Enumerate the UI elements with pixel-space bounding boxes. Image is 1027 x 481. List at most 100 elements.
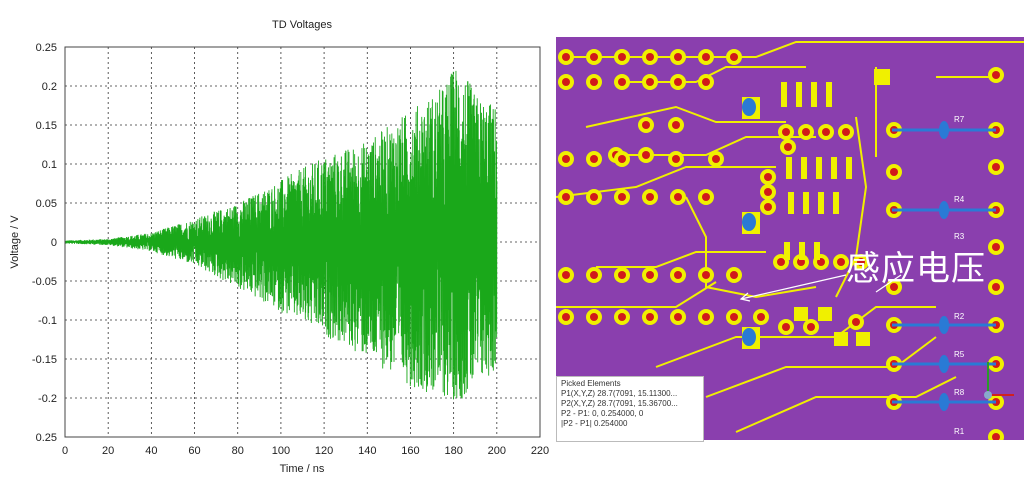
via-drill <box>672 121 680 129</box>
via-drill <box>702 271 710 279</box>
via-drill <box>842 128 850 136</box>
via-drill <box>590 53 598 61</box>
x-tick-label: 20 <box>102 445 114 457</box>
x-tick-label: 160 <box>401 445 419 457</box>
via-drill <box>618 193 626 201</box>
via-drill <box>646 193 654 201</box>
plot-frame <box>64 46 541 438</box>
via-drill <box>712 155 720 163</box>
via-drill <box>777 258 785 266</box>
ref-designator: R2 <box>954 312 965 321</box>
y-tick-label: -0.15 <box>32 354 57 366</box>
chart-title: TD Voltages <box>272 19 332 31</box>
via-drill <box>992 71 1000 79</box>
via-drill <box>764 203 772 211</box>
via-drill <box>782 128 790 136</box>
via-drill <box>890 168 898 176</box>
pcb-drawing: R7 R4 R3 R2 R5 R8 R1 <box>556 41 1024 440</box>
via-drill <box>562 313 570 321</box>
via-drill <box>992 283 1000 291</box>
y-tick-label: 0.1 <box>42 159 57 171</box>
signal-series <box>64 70 498 400</box>
via-drill <box>764 188 772 196</box>
via-drill <box>618 271 626 279</box>
signal-line <box>64 70 498 400</box>
ref-designator: R7 <box>954 115 965 124</box>
via-drill <box>642 151 650 159</box>
x-tick-label: 180 <box>444 445 462 457</box>
y-tick-labels: 0.25 0.2 0.15 0.1 0.05 0 -0.05 -0.1 -0.15 -0.2 0.2… <box>32 42 57 444</box>
x-tick-label: 80 <box>232 445 244 457</box>
ref-designator: R4 <box>954 195 965 204</box>
x-tick-label: 120 <box>315 445 333 457</box>
pcb-layout-view[interactable]: R7 R4 R3 R2 R5 R8 R1 <box>556 37 1024 440</box>
via-drill <box>992 243 1000 251</box>
via-drill <box>618 53 626 61</box>
via-drill <box>618 313 626 321</box>
via-drill <box>890 283 898 291</box>
y-tick-label: 0.25 <box>36 42 57 54</box>
via-drill <box>702 193 710 201</box>
y-tick-label: 0.15 <box>36 120 57 132</box>
y-tick-label: 0.25 <box>36 432 57 444</box>
y-tick-label: 0.2 <box>42 81 57 93</box>
induced-voltage-label: 感应电压 <box>846 249 986 289</box>
via-drill <box>674 78 682 86</box>
picked-row: P2(X,Y,Z) 28.7(7091, 15.36700... <box>561 399 678 408</box>
via-drill <box>590 313 598 321</box>
y-tick-label: 0 <box>51 237 57 249</box>
ref-designator: R5 <box>954 350 965 359</box>
via-drill <box>562 155 570 163</box>
via-drill <box>646 271 654 279</box>
x-tick-label: 140 <box>358 445 376 457</box>
via-drill <box>618 155 626 163</box>
via-drill <box>730 53 738 61</box>
y-tick-label: -0.2 <box>38 393 57 405</box>
via-drill <box>992 433 1000 440</box>
picked-elements-title: Picked Elements <box>561 379 621 388</box>
x-axis-label: Time / ns <box>280 463 325 475</box>
via-drill <box>807 323 815 331</box>
via-drill <box>730 271 738 279</box>
via-drill <box>642 121 650 129</box>
x-tick-label: 40 <box>145 445 157 457</box>
via-drill <box>730 313 738 321</box>
picked-row: P1(X,Y,Z) 28.7(7091, 15.11300... <box>561 389 678 398</box>
via-drill <box>674 313 682 321</box>
y-tick-label: -0.1 <box>38 315 57 327</box>
via-drill <box>702 78 710 86</box>
x-tick-label: 0 <box>62 445 68 457</box>
via-drill <box>852 318 860 326</box>
x-tick-label: 200 <box>488 445 506 457</box>
via-drill <box>590 271 598 279</box>
ref-designator: R3 <box>954 232 965 241</box>
via-drill <box>590 78 598 86</box>
via-drill <box>562 193 570 201</box>
via-drill <box>646 313 654 321</box>
via-drill <box>992 163 1000 171</box>
via-drill <box>802 128 810 136</box>
via-drill <box>857 258 865 266</box>
y-axis-label: Voltage / V <box>9 215 21 269</box>
ref-designator: R8 <box>954 388 965 397</box>
probe-markers <box>742 98 949 411</box>
via-drill <box>702 53 710 61</box>
via-drill <box>562 78 570 86</box>
ref-designator: R1 <box>954 427 965 436</box>
annotation-arrows <box>739 274 902 302</box>
via-drill <box>590 193 598 201</box>
via-drill <box>674 193 682 201</box>
x-tick-label: 60 <box>188 445 200 457</box>
via-drill <box>562 53 570 61</box>
axis-gizmo <box>984 362 1014 399</box>
picked-row: |P2 - P1| 0.254000 <box>561 419 628 428</box>
via-drill <box>646 53 654 61</box>
via-drill <box>782 323 790 331</box>
y-tick-label: -0.05 <box>32 276 57 288</box>
via-drill <box>702 313 710 321</box>
via-drill <box>764 173 772 181</box>
via-drill <box>590 155 598 163</box>
via-drill <box>784 143 792 151</box>
picked-elements-panel: Picked Elements P1(X,Y,Z) 28.7(7091, 15.… <box>556 376 704 442</box>
via-drill <box>674 271 682 279</box>
